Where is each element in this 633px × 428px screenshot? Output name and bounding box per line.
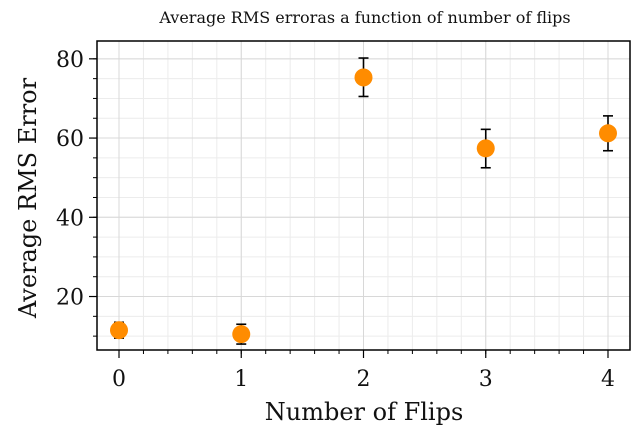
- y-tick-label: 80: [56, 48, 84, 73]
- data-point: [354, 68, 373, 87]
- x-axis-label: Number of Flips: [265, 398, 464, 426]
- x-tick-label: 1: [234, 367, 248, 392]
- chart-title: Average RMS erroras a function of number…: [158, 8, 570, 27]
- x-tick-label: 0: [112, 367, 126, 392]
- x-tick-label: 3: [479, 367, 493, 392]
- data-point: [232, 325, 251, 344]
- plot-frame: [96, 40, 631, 351]
- y-tick-label: 20: [56, 286, 84, 311]
- x-tick-label: 2: [357, 367, 371, 392]
- x-tick-label: 4: [601, 367, 615, 392]
- data-point: [598, 124, 617, 143]
- tick-labels: 0 1 2 3 4 20 40 60 80: [56, 48, 615, 392]
- data-point: [476, 139, 495, 158]
- y-tick-label: 40: [56, 206, 84, 231]
- y-tick-label: 60: [56, 127, 84, 152]
- y-axis-label: Average RMS Error: [14, 77, 42, 319]
- axis-ticks: [89, 58, 609, 358]
- data-points: [110, 68, 617, 344]
- data-point: [110, 321, 129, 340]
